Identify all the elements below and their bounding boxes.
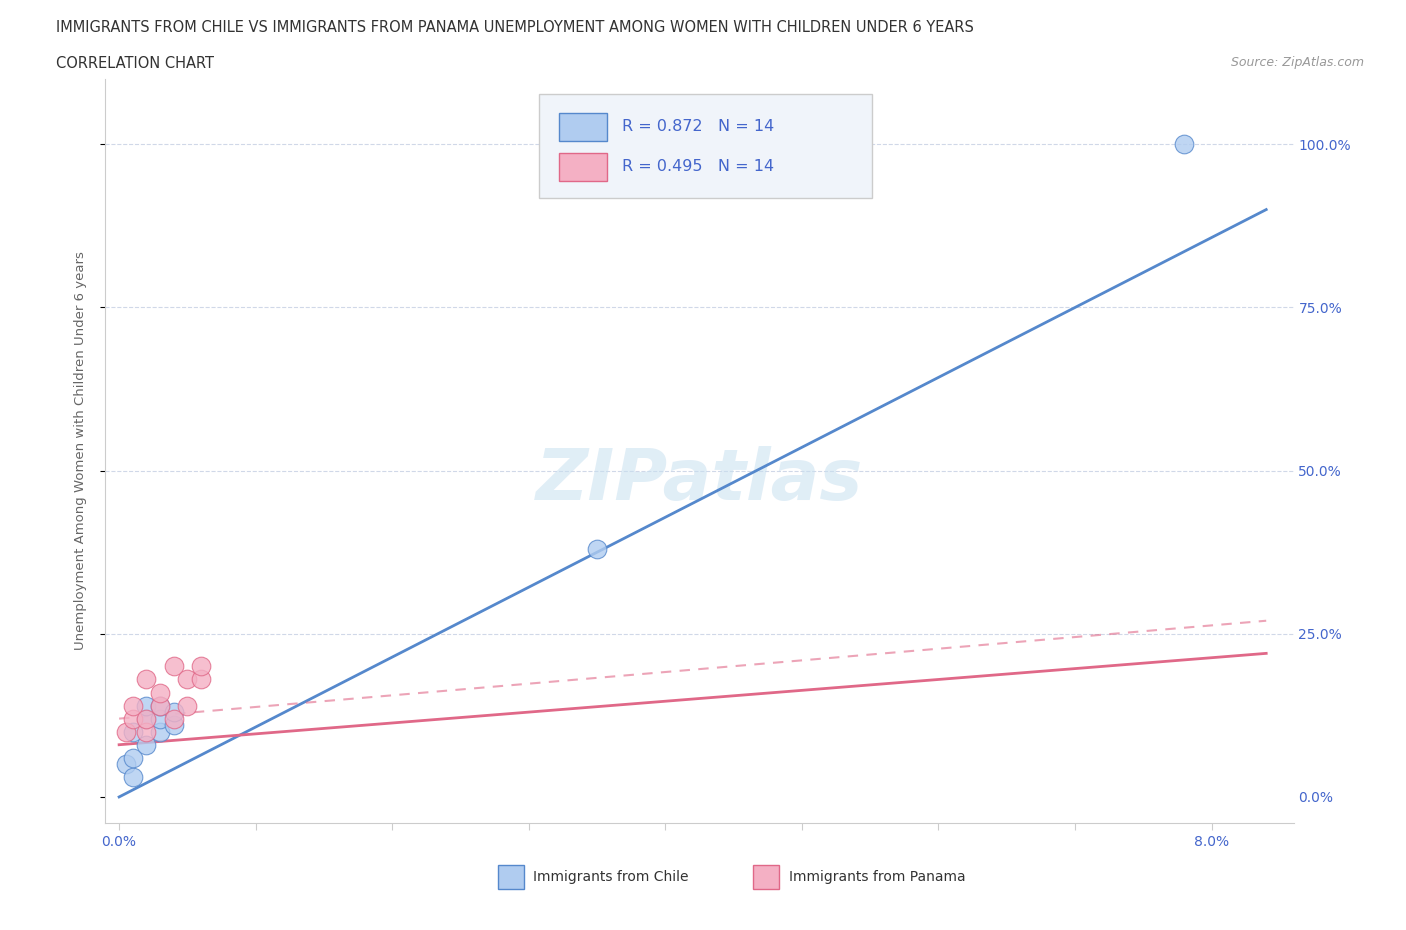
Point <box>115 757 138 772</box>
Point <box>149 724 172 739</box>
FancyBboxPatch shape <box>538 94 872 198</box>
Text: Immigrants from Chile: Immigrants from Chile <box>533 870 689 884</box>
Point <box>176 698 198 713</box>
Point <box>135 737 157 752</box>
Point <box>176 672 198 687</box>
Point <box>121 751 143 765</box>
Text: R = 0.495   N = 14: R = 0.495 N = 14 <box>623 159 775 174</box>
Text: ZIPatlas: ZIPatlas <box>536 446 863 515</box>
Text: CORRELATION CHART: CORRELATION CHART <box>56 56 214 71</box>
Bar <box>754 865 779 888</box>
Point <box>121 698 143 713</box>
Bar <box>560 153 607 181</box>
Point <box>163 659 186 674</box>
Point <box>163 718 186 733</box>
Bar <box>560 113 607 140</box>
Text: IMMIGRANTS FROM CHILE VS IMMIGRANTS FROM PANAMA UNEMPLOYMENT AMONG WOMEN WITH CH: IMMIGRANTS FROM CHILE VS IMMIGRANTS FROM… <box>56 20 974 35</box>
Point <box>135 724 157 739</box>
Point <box>586 541 609 556</box>
Text: R = 0.872   N = 14: R = 0.872 N = 14 <box>623 119 775 134</box>
Point <box>121 770 143 785</box>
Point <box>135 698 157 713</box>
Point <box>121 724 143 739</box>
Bar <box>498 865 523 888</box>
Text: Immigrants from Panama: Immigrants from Panama <box>789 870 965 884</box>
Point <box>135 672 157 687</box>
Point <box>135 711 157 726</box>
Point <box>115 724 138 739</box>
Point <box>163 705 186 720</box>
Point <box>190 672 212 687</box>
Point <box>149 698 172 713</box>
Point <box>1173 137 1195 152</box>
Point <box>135 711 157 726</box>
Y-axis label: Unemployment Among Women with Children Under 6 years: Unemployment Among Women with Children U… <box>75 252 87 650</box>
Point <box>149 685 172 700</box>
Point <box>190 659 212 674</box>
Point <box>163 711 186 726</box>
Text: Source: ZipAtlas.com: Source: ZipAtlas.com <box>1230 56 1364 69</box>
Point <box>149 698 172 713</box>
Point <box>121 711 143 726</box>
Point <box>149 711 172 726</box>
